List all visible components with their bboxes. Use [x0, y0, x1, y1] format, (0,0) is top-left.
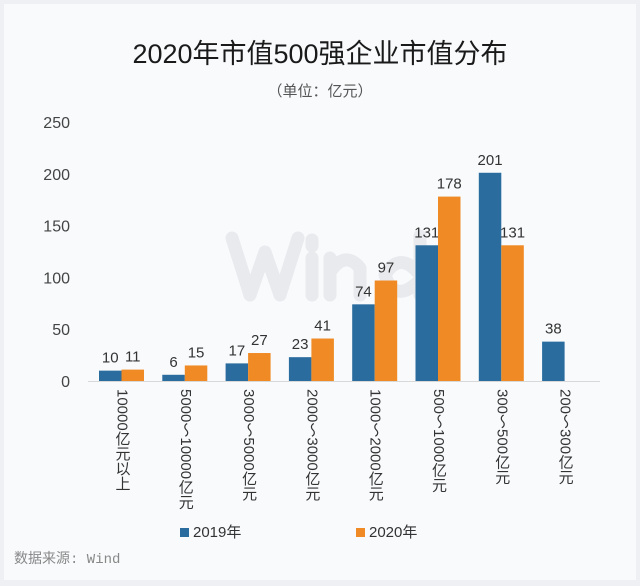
- bar-2019: [542, 341, 565, 381]
- bar-2020: [438, 196, 461, 381]
- data-label: 178: [437, 176, 462, 193]
- data-label: 38: [545, 321, 562, 338]
- y-tick-label: 100: [43, 270, 70, 287]
- x-tick-label: 200～300亿元: [556, 389, 574, 485]
- x-tick-label: 2000～3000亿元: [303, 389, 321, 501]
- bar-2020: [501, 245, 524, 381]
- legend-item-2019: 2019年: [180, 524, 241, 541]
- data-label: 15: [188, 344, 205, 361]
- legend-swatch-2019: [180, 528, 189, 537]
- y-tick-label: 200: [43, 167, 70, 184]
- data-label: 11: [125, 349, 141, 366]
- x-tick-label: 1000～2000亿元: [366, 389, 384, 501]
- bar-2019: [162, 374, 185, 381]
- legend-item-2020: 2020年: [356, 524, 417, 541]
- chart-card: [4, 4, 636, 580]
- legend-label: 2020年: [369, 524, 418, 541]
- data-label: 97: [378, 260, 395, 277]
- y-tick-label: 250: [43, 115, 70, 132]
- bar-2020: [311, 338, 334, 381]
- bar-2019: [99, 370, 122, 381]
- data-label: 131: [414, 224, 439, 241]
- x-tick-label: 10000亿元以上: [113, 389, 131, 491]
- y-tick-label: 0: [61, 374, 70, 391]
- watermark-logo: [225, 229, 427, 302]
- data-label: 201: [478, 152, 503, 169]
- x-tick-label: 500～1000亿元: [430, 389, 447, 493]
- bar-2019: [352, 304, 375, 381]
- bar-2019: [288, 357, 312, 381]
- x-tick-label: 5000～10000亿元: [176, 389, 194, 510]
- y-tick-label: 50: [52, 322, 70, 339]
- data-label: 27: [251, 332, 268, 349]
- source-note: 数据来源: Wind: [14, 552, 121, 568]
- bar-2020: [248, 353, 271, 381]
- bar-2019: [415, 245, 438, 381]
- data-label: 6: [169, 354, 177, 371]
- chart-title: 2020年市值500强企业市值分布: [132, 39, 508, 69]
- data-label: 10: [102, 350, 119, 367]
- bar-2020: [374, 280, 398, 381]
- legend-swatch-2020: [356, 528, 365, 537]
- legend-label: 2019年: [193, 524, 242, 541]
- data-label: 41: [314, 318, 331, 335]
- data-label: 17: [229, 342, 246, 359]
- y-tick-label: 150: [43, 219, 70, 236]
- x-tick-label: 300～500亿元: [493, 389, 511, 485]
- bar-2019: [478, 172, 502, 381]
- bar-2020: [121, 369, 144, 381]
- data-label: 74: [355, 283, 372, 300]
- bar-2020: [184, 365, 208, 381]
- data-label: 131: [500, 224, 525, 241]
- data-label: 23: [292, 336, 309, 353]
- x-tick-label: 3000～5000亿元: [240, 389, 258, 501]
- bar-2019: [225, 363, 249, 381]
- chart-subtitle: （单位：亿元）: [267, 83, 373, 100]
